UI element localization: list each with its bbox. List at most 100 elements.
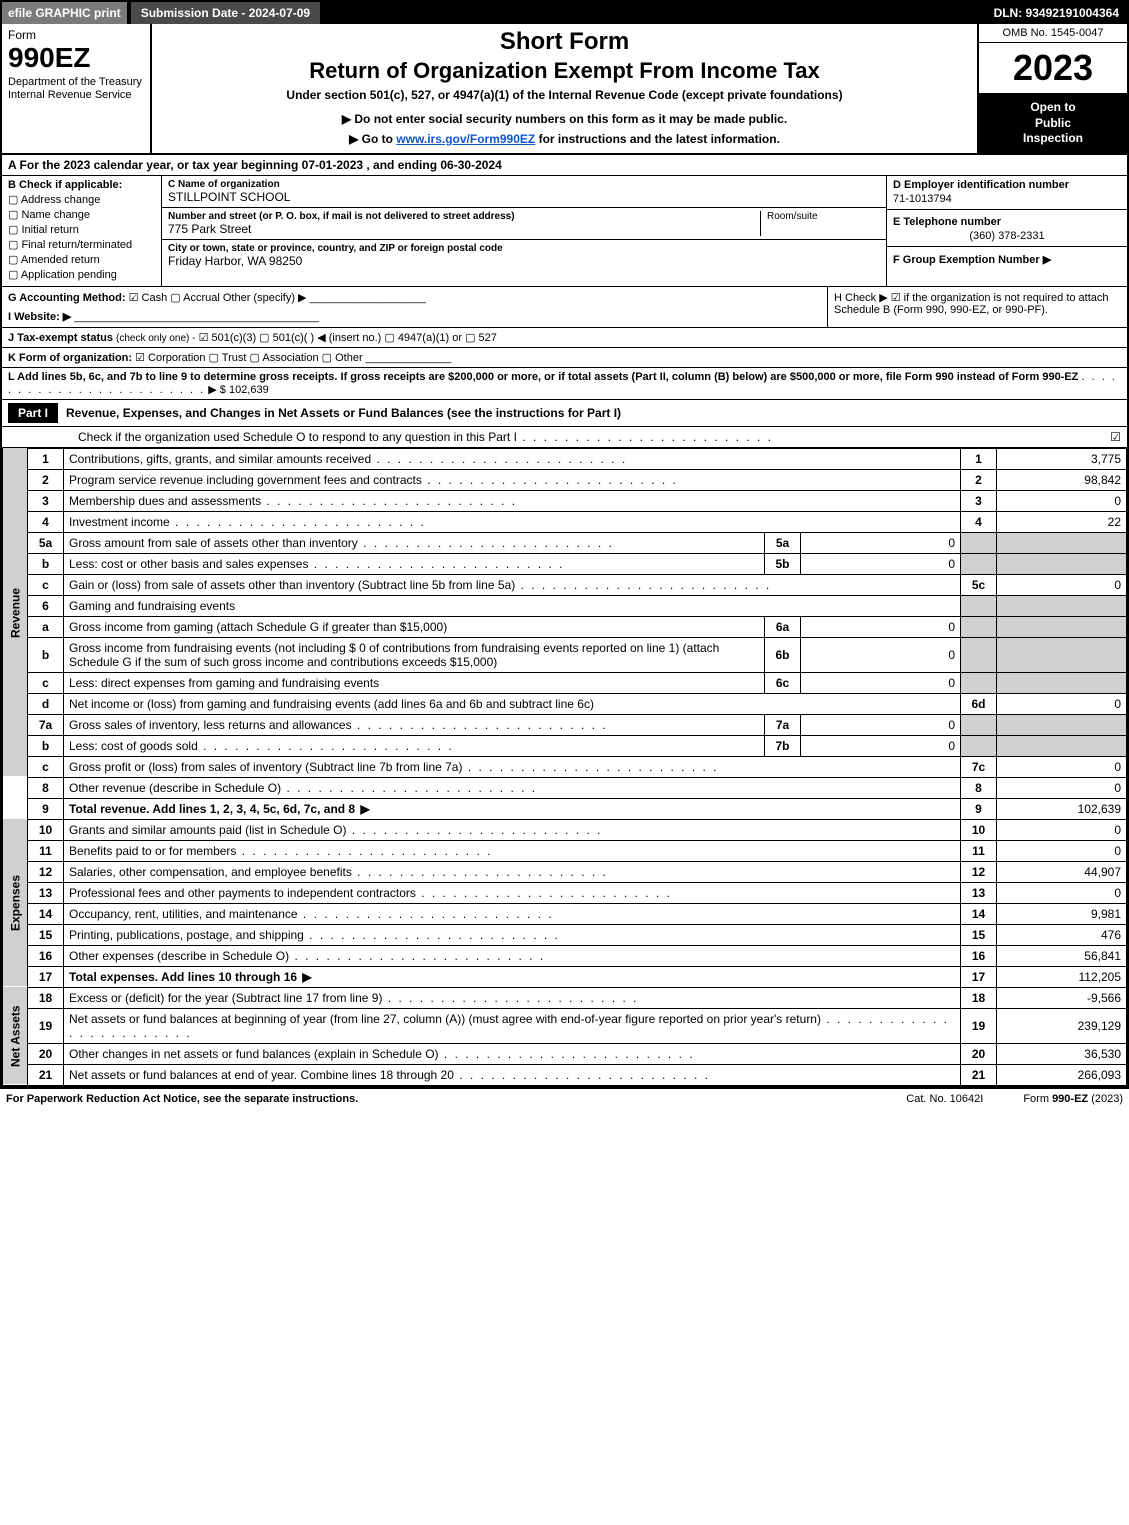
- ln3-num: 3: [28, 490, 64, 511]
- g-other[interactable]: Other (specify) ▶: [223, 292, 307, 304]
- line-5a: 5a Gross amount from sale of assets othe…: [3, 532, 1127, 553]
- ln20-amt: 36,530: [997, 1043, 1127, 1064]
- chk-amended-return[interactable]: Amended return: [8, 253, 155, 266]
- ln5a-ref-grey: [961, 532, 997, 553]
- ln7a-desc: Gross sales of inventory, less returns a…: [64, 714, 765, 735]
- ln14-ref: 14: [961, 903, 997, 924]
- omb-number: OMB No. 1545-0047: [979, 24, 1127, 43]
- ln5c-num: c: [28, 574, 64, 595]
- part1-check[interactable]: ☑: [1097, 430, 1121, 444]
- ln10-desc: Grants and similar amounts paid (list in…: [64, 819, 961, 840]
- ln7b-num: b: [28, 735, 64, 756]
- line-9: 9 Total revenue. Add lines 1, 2, 3, 4, 5…: [3, 798, 1127, 819]
- ln6d-ref: 6d: [961, 693, 997, 714]
- ln19-ref: 19: [961, 1008, 997, 1043]
- ln16-num: 16: [28, 945, 64, 966]
- header-right: OMB No. 1545-0047 2023 Open to Public In…: [977, 24, 1127, 153]
- line-10: Expenses 10 Grants and similar amounts p…: [3, 819, 1127, 840]
- open-line1: Open to: [983, 100, 1123, 116]
- part1-sub-row: Check if the organization used Schedule …: [2, 427, 1127, 448]
- line-16: 16 Other expenses (describe in Schedule …: [3, 945, 1127, 966]
- ln5b-subval: 0: [801, 553, 961, 574]
- ln9-desc: Total revenue. Add lines 1, 2, 3, 4, 5c,…: [64, 798, 961, 819]
- ln8-ref: 8: [961, 777, 997, 798]
- ln6c-ref-grey: [961, 672, 997, 693]
- ln7c-amt: 0: [997, 756, 1127, 777]
- org-name-row: C Name of organization STILLPOINT SCHOOL: [162, 176, 886, 208]
- ln21-num: 21: [28, 1064, 64, 1085]
- ln5b-desc: Less: cost or other basis and sales expe…: [64, 553, 765, 574]
- ln3-desc: Membership dues and assessments: [64, 490, 961, 511]
- line-4: 4 Investment income 4 22: [3, 511, 1127, 532]
- chk-initial-return[interactable]: Initial return: [8, 223, 155, 236]
- org-addr: 775 Park Street: [168, 222, 760, 236]
- short-form-title: Short Form: [158, 28, 971, 56]
- g-accounting: G Accounting Method: Cash Accrual Other …: [2, 287, 827, 327]
- ln20-ref: 20: [961, 1043, 997, 1064]
- footer-r-b: 990-EZ: [1052, 1093, 1088, 1105]
- b-label: B Check if applicable:: [8, 179, 122, 191]
- side-revenue: Revenue: [3, 448, 28, 777]
- ln1-amt: 3,775: [997, 448, 1127, 469]
- ln6d-amt: 0: [997, 693, 1127, 714]
- ln12-amt: 44,907: [997, 861, 1127, 882]
- ln8-num: 8: [28, 777, 64, 798]
- divider: [887, 246, 1127, 247]
- tel-value: (360) 378-2331: [893, 230, 1121, 242]
- ln6c-amt-grey: [997, 672, 1127, 693]
- chk-name-change[interactable]: Name change: [8, 208, 155, 221]
- j-sub: (check only one) -: [116, 333, 195, 344]
- ln6-num: 6: [28, 595, 64, 616]
- ln18-ref: 18: [961, 987, 997, 1008]
- ln20-num: 20: [28, 1043, 64, 1064]
- form-word: Form: [8, 28, 144, 42]
- ln6-ref-grey: [961, 595, 997, 616]
- group-exemption-label: F Group Exemption Number ▶: [893, 253, 1121, 266]
- chk-final-return[interactable]: Final return/terminated: [8, 238, 155, 251]
- ln7c-num: c: [28, 756, 64, 777]
- ln6a-ref-grey: [961, 616, 997, 637]
- footer-r-post: (2023): [1088, 1093, 1123, 1105]
- ln7a-subval: 0: [801, 714, 961, 735]
- ln21-amt: 266,093: [997, 1064, 1127, 1085]
- ln5a-desc: Gross amount from sale of assets other t…: [64, 532, 765, 553]
- l-text: L Add lines 5b, 6c, and 7b to line 9 to …: [8, 371, 1078, 383]
- ln21-ref: 21: [961, 1064, 997, 1085]
- g-cash[interactable]: Cash: [129, 292, 168, 304]
- h-check: H Check ▶ ☑ if the organization is not r…: [827, 287, 1127, 327]
- line-5c: c Gain or (loss) from sale of assets oth…: [3, 574, 1127, 595]
- k-options[interactable]: ☑ Corporation ▢ Trust ▢ Association ▢ Ot…: [135, 352, 363, 364]
- under-section: Under section 501(c), 527, or 4947(a)(1)…: [158, 88, 971, 102]
- ln7b-subln: 7b: [765, 735, 801, 756]
- chk-address-change[interactable]: Address change: [8, 193, 155, 206]
- footer: For Paperwork Reduction Act Notice, see …: [0, 1088, 1129, 1109]
- org-city-label: City or town, state or province, country…: [168, 243, 880, 254]
- j-label: J Tax-exempt status: [8, 332, 113, 344]
- j-options[interactable]: ☑ 501(c)(3) ▢ 501(c)( ) ◀ (insert no.) ▢…: [199, 332, 497, 344]
- line-7b: b Less: cost of goods sold 7b 0: [3, 735, 1127, 756]
- department: Department of the Treasury Internal Reve…: [8, 76, 144, 102]
- efile-print[interactable]: efile GRAPHIC print: [2, 2, 127, 24]
- ln14-num: 14: [28, 903, 64, 924]
- return-title: Return of Organization Exempt From Incom…: [158, 58, 971, 84]
- chk-application-pending[interactable]: Application pending: [8, 268, 155, 281]
- ln12-num: 12: [28, 861, 64, 882]
- ln4-desc: Investment income: [64, 511, 961, 532]
- ln13-num: 13: [28, 882, 64, 903]
- g-accrual[interactable]: Accrual: [170, 292, 220, 304]
- ln17-amt: 112,205: [997, 966, 1127, 987]
- line-6b: b Gross income from fundraising events (…: [3, 637, 1127, 672]
- gh-row: G Accounting Method: Cash Accrual Other …: [2, 287, 1127, 328]
- ln8-amt: 0: [997, 777, 1127, 798]
- ln2-ref: 2: [961, 469, 997, 490]
- line-8: 8 Other revenue (describe in Schedule O)…: [3, 777, 1127, 798]
- ln4-ref: 4: [961, 511, 997, 532]
- part1-title: Revenue, Expenses, and Changes in Net As…: [66, 406, 1121, 420]
- goto-link[interactable]: www.irs.gov/Form990EZ: [396, 132, 535, 146]
- ln14-amt: 9,981: [997, 903, 1127, 924]
- ln5c-desc: Gain or (loss) from sale of assets other…: [64, 574, 961, 595]
- ln6b-subval: 0: [801, 637, 961, 672]
- ln2-num: 2: [28, 469, 64, 490]
- l-amount: ▶ $ 102,639: [208, 384, 268, 396]
- ln1-num: 1: [28, 448, 64, 469]
